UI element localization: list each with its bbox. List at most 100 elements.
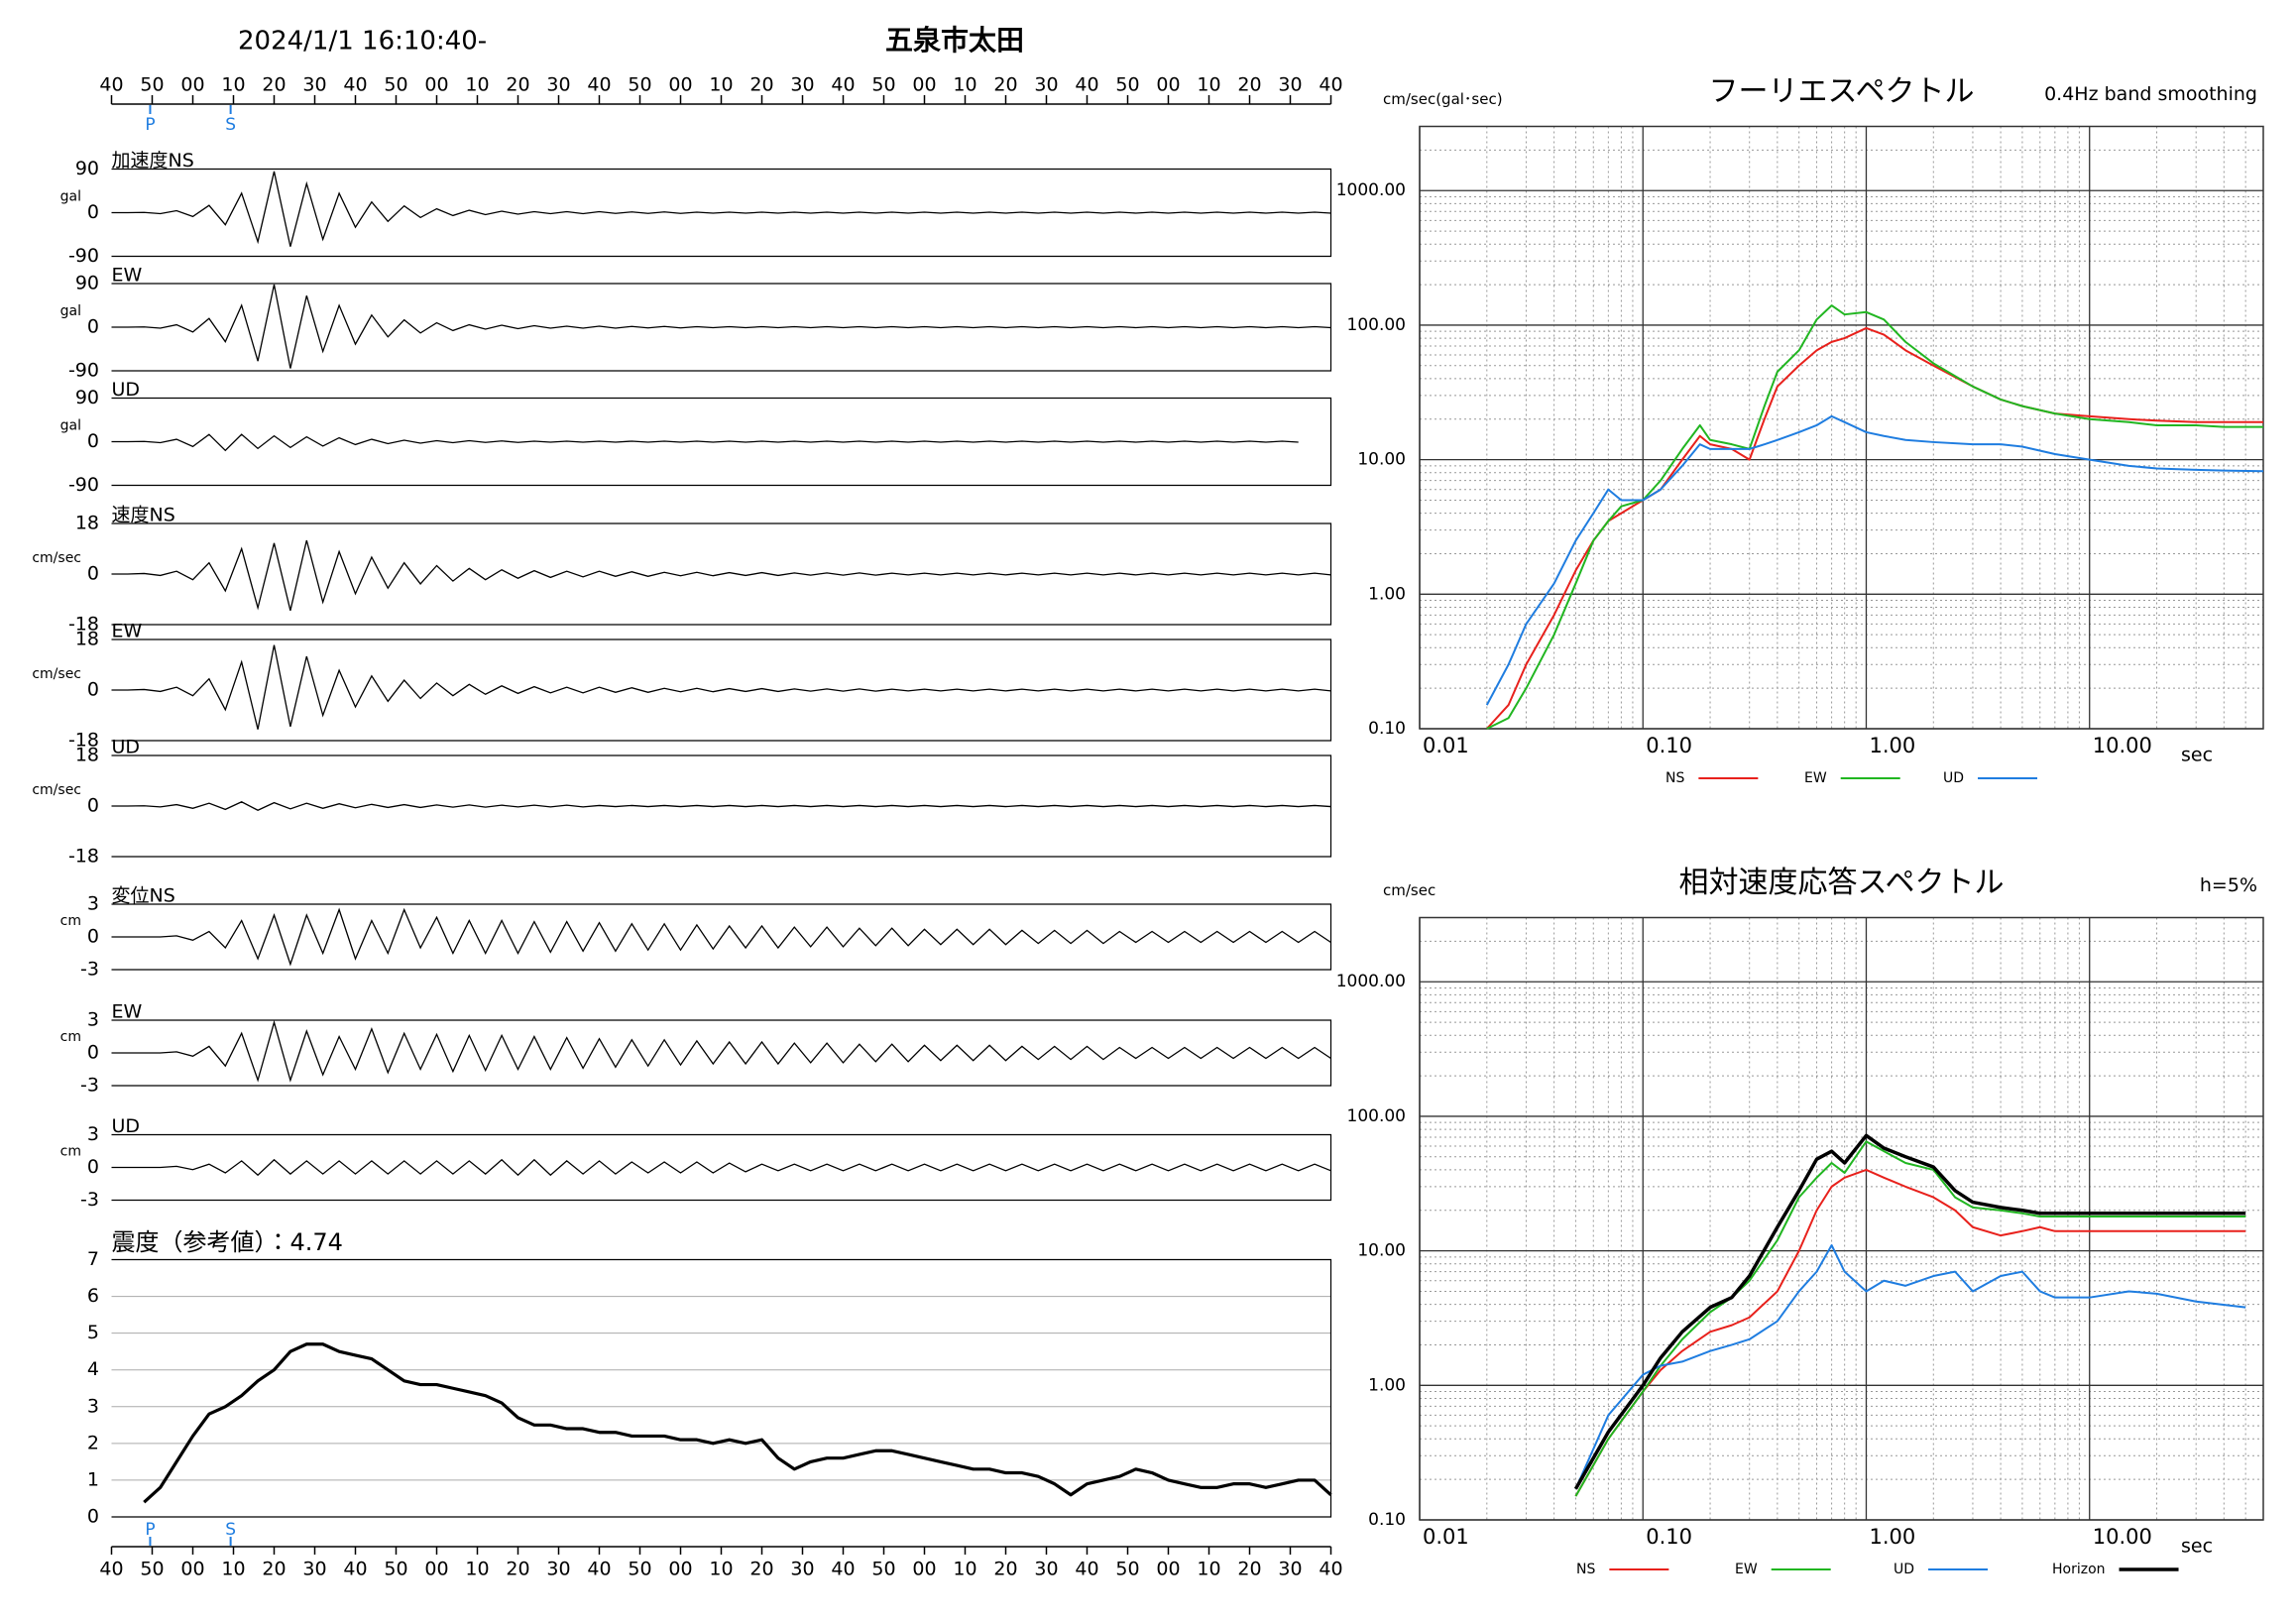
waveform-trace bbox=[111, 284, 1331, 369]
panel-label: EW bbox=[112, 621, 143, 642]
x-tick-label: 40 bbox=[99, 74, 123, 96]
y-tick-label: 7 bbox=[87, 1248, 99, 1270]
y-tick-label: 6 bbox=[87, 1285, 99, 1307]
x-tick-label: 50 bbox=[140, 1559, 164, 1580]
x-tick-label: 00 bbox=[180, 74, 204, 96]
x-tick-label: 40 bbox=[587, 74, 611, 96]
x-tick-label: 40 bbox=[831, 74, 855, 96]
x-tick-label: 30 bbox=[1034, 74, 1058, 96]
chart-subtitle: 0.4Hz band smoothing bbox=[2044, 83, 2257, 105]
legend-label: EW bbox=[1735, 1562, 1758, 1577]
waveform-trace bbox=[111, 171, 1331, 247]
x-tick-label: 30 bbox=[546, 74, 570, 96]
x-tick-label: 00 bbox=[1156, 1559, 1180, 1580]
y-tick-label: 1000.00 bbox=[1336, 972, 1406, 991]
y-tick-label: 4 bbox=[87, 1358, 99, 1380]
panel-frame bbox=[111, 397, 1332, 487]
x-tick-label: 00 bbox=[668, 74, 692, 96]
y-tick-label: -3 bbox=[80, 1075, 99, 1097]
legend-label: NS bbox=[1576, 1562, 1595, 1577]
panel-label: 加速度NS bbox=[112, 150, 194, 172]
unit-label: gal bbox=[60, 189, 81, 205]
intensity-line bbox=[143, 1342, 1332, 1504]
x-tick-label: 0.01 bbox=[1423, 1525, 1469, 1549]
y-axis-label: cm/sec(gal･sec) bbox=[1383, 90, 1503, 108]
unit-label: gal bbox=[60, 418, 81, 434]
x-tick-label: 10 bbox=[1197, 1559, 1220, 1580]
x-tick-label: 20 bbox=[262, 74, 286, 96]
x-tick-label: 20 bbox=[993, 1559, 1017, 1580]
y-tick-label: 0 bbox=[87, 1156, 99, 1178]
y-tick-label: -18 bbox=[68, 846, 99, 868]
x-tick-label: 40 bbox=[1319, 1559, 1342, 1580]
y-tick-label: -3 bbox=[80, 1189, 99, 1211]
y-tick-label: 90 bbox=[75, 273, 99, 294]
y-tick-label: -90 bbox=[68, 474, 99, 496]
unit-label: cm/sec bbox=[32, 550, 81, 566]
x-tick-label: 30 bbox=[302, 1559, 326, 1580]
x-tick-label: 20 bbox=[993, 74, 1017, 96]
x-tick-label: 40 bbox=[343, 74, 367, 96]
x-tick-label: 00 bbox=[424, 74, 448, 96]
panel-label: EW bbox=[112, 265, 143, 287]
chart-title: フーリエスペクトル bbox=[1709, 74, 1975, 109]
x-tick-label: 40 bbox=[831, 1559, 855, 1580]
x-tick-label: 0.10 bbox=[1646, 734, 1692, 757]
x-tick-label: 50 bbox=[1115, 1559, 1139, 1580]
panel-frame bbox=[111, 903, 1332, 971]
y-tick-label: 0.10 bbox=[1368, 1510, 1406, 1530]
x-tick-label: 40 bbox=[587, 1559, 611, 1580]
x-tick-label: 00 bbox=[912, 74, 936, 96]
spectrum-line bbox=[1574, 1140, 2246, 1497]
y-tick-label: 3 bbox=[87, 1123, 99, 1145]
x-tick-label: 30 bbox=[1034, 1559, 1058, 1580]
y-tick-label: 90 bbox=[75, 158, 99, 179]
x-tick-label: 40 bbox=[1075, 1559, 1098, 1580]
x-tick-label: 40 bbox=[343, 1559, 367, 1580]
y-tick-label: 1.00 bbox=[1368, 1375, 1406, 1395]
y-tick-label: 0 bbox=[87, 563, 99, 585]
x-tick-label: 10.00 bbox=[2093, 1525, 2152, 1549]
chart-title: 相対速度応答スペクトル bbox=[1679, 866, 2005, 900]
panel-label: UD bbox=[112, 379, 141, 401]
panel-frame bbox=[111, 1133, 1332, 1202]
panel-frame bbox=[111, 1258, 1332, 1518]
panel-label: EW bbox=[112, 1001, 143, 1023]
x-tick-label: 10 bbox=[465, 1559, 489, 1580]
spectrum-line bbox=[1486, 304, 2263, 730]
y-tick-label: 0 bbox=[87, 316, 99, 338]
y-tick-label: -90 bbox=[68, 360, 99, 382]
station-name: 五泉市太田 bbox=[885, 24, 1024, 57]
chart-title: 2024/1/1 16:10:40- bbox=[238, 27, 487, 57]
chart-subtitle: h=5% bbox=[2200, 874, 2257, 896]
x-tick-label: 20 bbox=[506, 74, 529, 96]
waveform-trace bbox=[111, 1158, 1331, 1177]
y-tick-label: 0 bbox=[87, 1506, 99, 1528]
y-tick-label: -3 bbox=[80, 959, 99, 981]
unit-label: cm/sec bbox=[32, 782, 81, 798]
x-axis-label: sec bbox=[2181, 1536, 2213, 1558]
y-tick-label: 0 bbox=[87, 1042, 99, 1064]
waveform-trace bbox=[111, 644, 1331, 730]
x-tick-label: 10 bbox=[1197, 74, 1220, 96]
y-tick-label: 100.00 bbox=[1347, 1106, 1406, 1126]
legend-label: UD bbox=[1943, 770, 1964, 786]
phase-label: S bbox=[225, 115, 236, 135]
x-tick-label: 20 bbox=[749, 74, 773, 96]
legend-label: NS bbox=[1665, 770, 1684, 786]
y-tick-label: 0 bbox=[87, 795, 99, 817]
x-tick-label: 10 bbox=[465, 74, 489, 96]
x-tick-label: 10.00 bbox=[2093, 734, 2152, 757]
x-tick-label: 20 bbox=[262, 1559, 286, 1580]
x-tick-label: 50 bbox=[384, 1559, 407, 1580]
unit-label: gal bbox=[60, 303, 81, 319]
unit-label: cm/sec bbox=[32, 666, 81, 682]
x-tick-label: 00 bbox=[1156, 74, 1180, 96]
y-tick-label: 0 bbox=[87, 679, 99, 701]
x-tick-label: 20 bbox=[506, 1559, 529, 1580]
y-tick-label: 1.00 bbox=[1368, 584, 1406, 604]
y-tick-label: -18 bbox=[68, 614, 99, 636]
y-tick-label: 18 bbox=[75, 513, 99, 534]
